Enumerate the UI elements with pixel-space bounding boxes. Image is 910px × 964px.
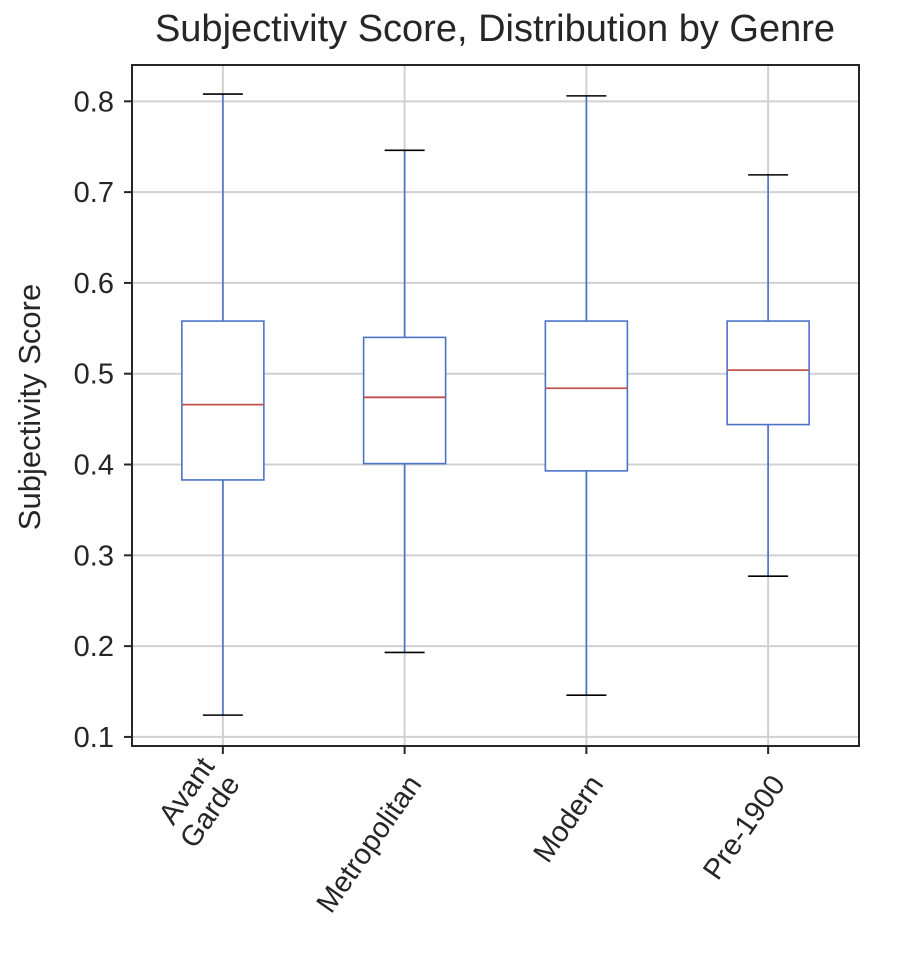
- iqr-box: [726, 320, 810, 426]
- x-tick-label: Pre-1900: [697, 770, 792, 886]
- box-2: [544, 95, 629, 696]
- y-tick-label: 0.4: [74, 450, 114, 482]
- iqr-box: [181, 320, 265, 481]
- iqr-box: [362, 336, 447, 465]
- y-tick-label: 0.6: [74, 268, 114, 300]
- iqr-box: [544, 320, 629, 472]
- y-tick-label: 0.5: [74, 359, 114, 391]
- box-3: [726, 174, 810, 578]
- x-tick-label: AvantGarde: [149, 752, 247, 854]
- y-tick-label: 0.3: [74, 540, 114, 572]
- box-series: [181, 93, 810, 716]
- y-tick-label: 0.7: [74, 177, 114, 209]
- axis-ticks: 0.1 0.2 0.3 0.4 0.5 0.6 0.7 0.8 AvantGarde Metrop…: [74, 86, 792, 918]
- x-tick-label: Metropolitan: [311, 770, 429, 919]
- box-1: [362, 149, 447, 654]
- x-tick-label: Modern: [527, 770, 610, 869]
- y-axis-label: Subjectivity Score: [12, 284, 47, 530]
- chart-title: Subjectivity Score, Distribution by Genr…: [154, 8, 836, 50]
- plot-frame: [131, 64, 860, 747]
- y-tick-label: 0.8: [74, 86, 114, 118]
- box-0: [181, 93, 265, 716]
- y-tick-label: 0.2: [74, 631, 114, 663]
- y-tick-label: 0.1: [74, 722, 114, 754]
